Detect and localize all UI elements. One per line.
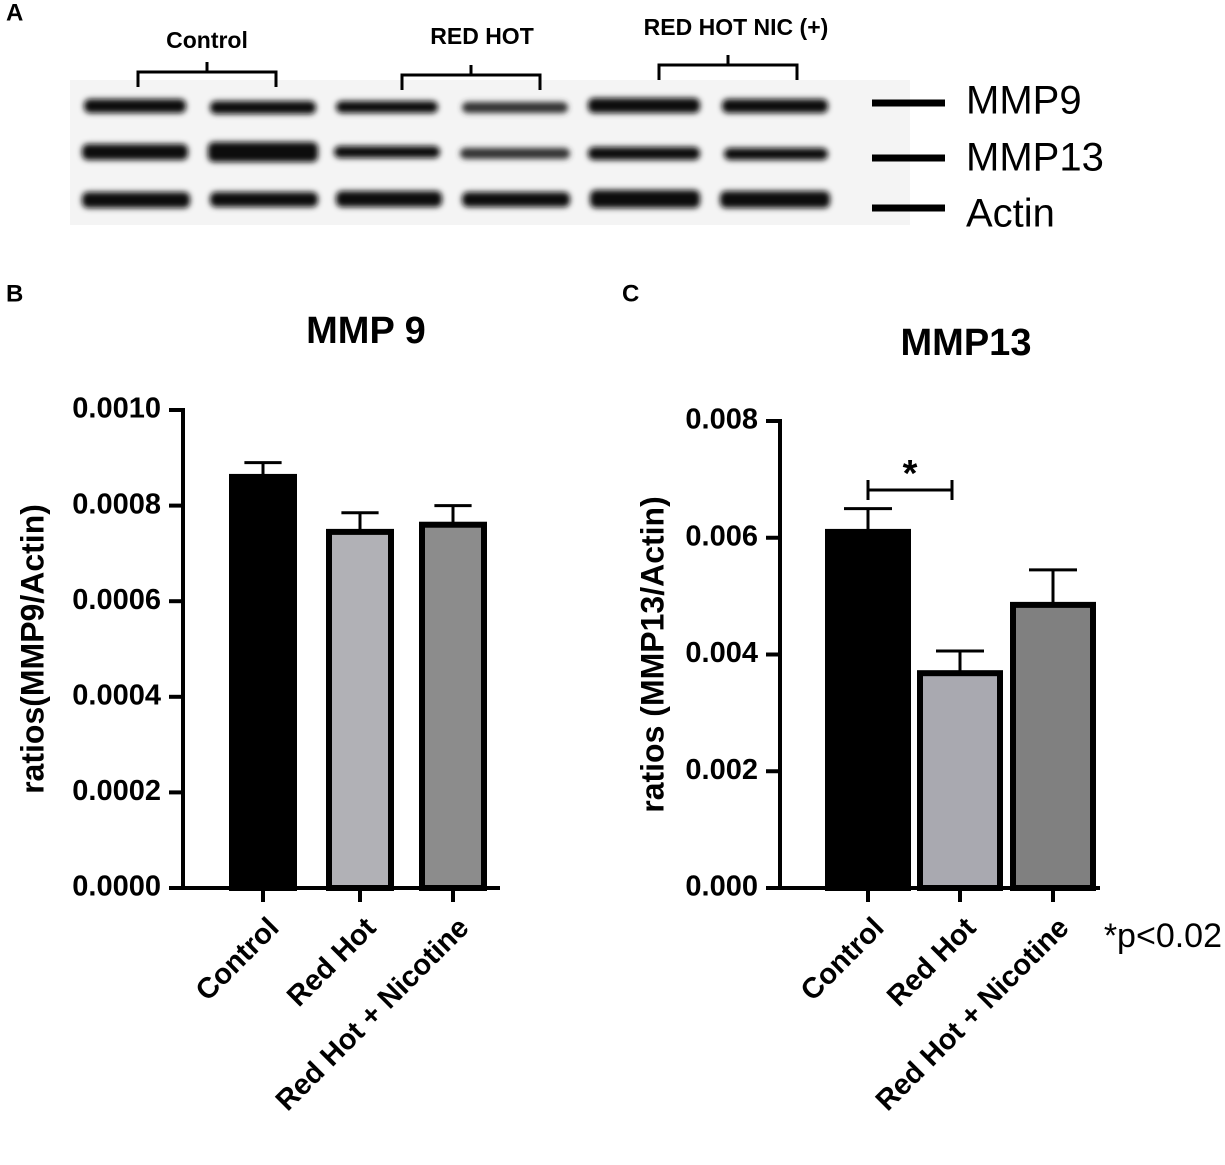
y-axis-label: ratios(MMP9/Actin) <box>14 504 50 794</box>
panel-label: C <box>622 280 639 307</box>
bar-chart: MMP 9 ratios(MMP9/Actin) 0.0000 0.0002 0.000… <box>14 310 500 1117</box>
y-tick-label: 0.006 <box>685 520 758 552</box>
chart-title: MMP 9 <box>306 310 426 352</box>
blot: Control RED HOT RED HOT NIC (+) MMP9 MMP… <box>70 14 1104 236</box>
y-tick-label: 0.0000 <box>72 871 161 903</box>
y-tick-label: 0.008 <box>685 404 758 436</box>
chart-title: MMP13 <box>901 322 1032 364</box>
bar <box>419 521 487 891</box>
blot-bands <box>82 98 830 208</box>
y-tick-label: 0.000 <box>685 871 758 903</box>
band-markers <box>872 99 945 212</box>
band-label: Actin <box>966 192 1055 236</box>
bar <box>917 670 1003 891</box>
y-tick-label: 0.002 <box>685 754 758 786</box>
bar <box>825 528 911 891</box>
y-tick-label: 0.0002 <box>72 775 161 807</box>
group-label: RED HOT NIC (+) <box>644 14 829 40</box>
y-axis-label: ratios (MMP13/Actin) <box>634 496 670 812</box>
group-brackets <box>136 55 799 90</box>
panel-label: A <box>6 0 23 26</box>
bar <box>229 473 297 891</box>
band-label: MMP13 <box>966 136 1104 180</box>
band-label: MMP9 <box>966 79 1082 123</box>
panel-label: B <box>6 280 23 307</box>
significance-mark: * <box>903 453 918 495</box>
bar-chart: MMP13 ratios (MMP13/Actin) 0.000 0.002 0.004… <box>634 322 1222 1117</box>
x-tick-label: Control <box>190 912 286 1008</box>
group-label: Control <box>166 27 248 53</box>
significance-note: *p<0.02 <box>1104 917 1222 955</box>
y-tick-label: 0.0008 <box>72 488 161 520</box>
bar <box>326 528 394 891</box>
y-tick-label: 0.0010 <box>72 393 161 425</box>
group-label: RED HOT <box>430 23 534 49</box>
y-tick-label: 0.004 <box>685 637 758 669</box>
bar <box>1010 601 1096 891</box>
x-tick-label: Control <box>795 912 891 1008</box>
y-tick-label: 0.0006 <box>72 584 161 616</box>
y-tick-label: 0.0004 <box>72 679 161 711</box>
significance-bracket <box>866 480 954 500</box>
